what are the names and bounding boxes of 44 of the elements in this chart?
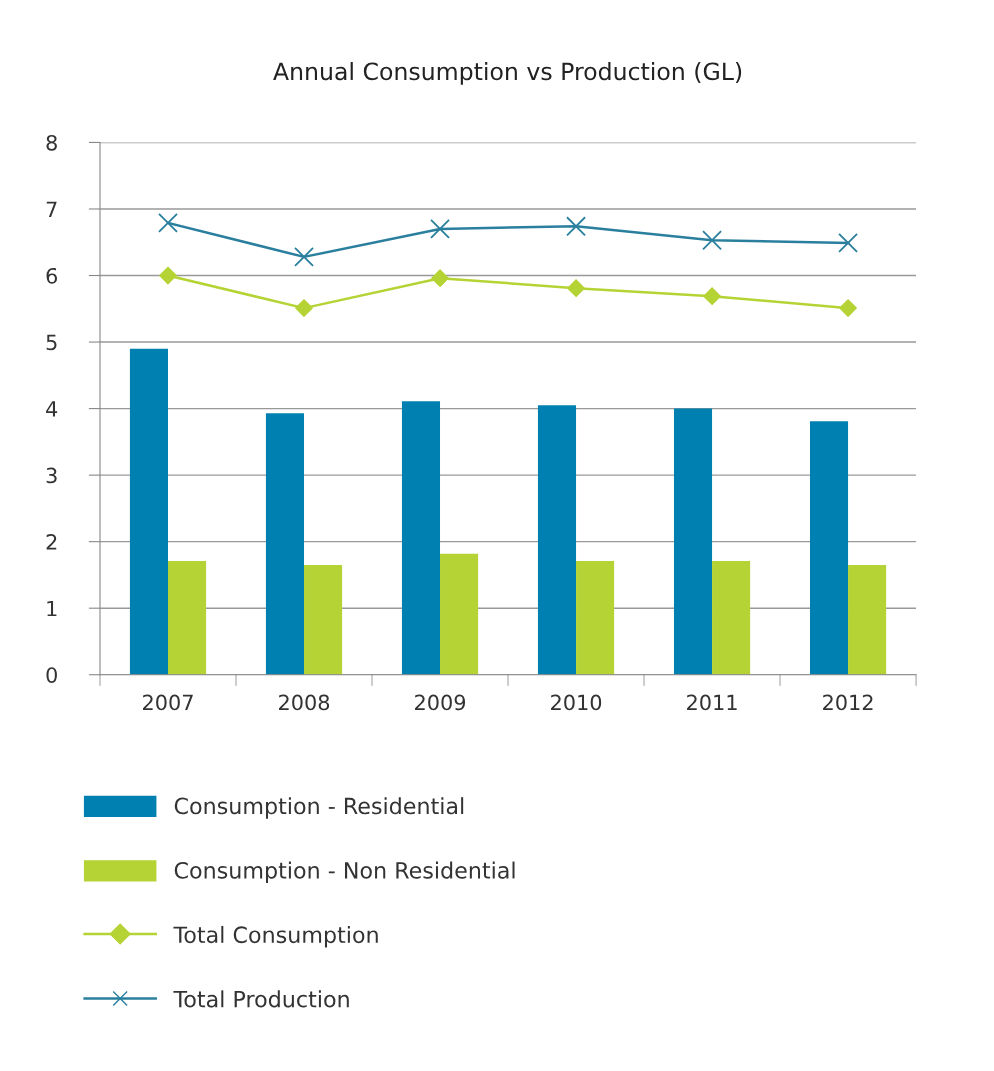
y-tick-label: 3 xyxy=(46,467,57,484)
bar xyxy=(401,401,441,675)
x-tick-label: 2012 xyxy=(823,694,873,711)
point xyxy=(294,246,314,267)
point xyxy=(567,279,585,297)
y-tick-label: 2 xyxy=(46,534,57,550)
legend-label: Consumption - Non Residential xyxy=(174,861,515,884)
point xyxy=(839,299,857,317)
x-tick-label: 2008 xyxy=(279,694,330,711)
bar xyxy=(168,560,207,675)
bar xyxy=(848,564,887,675)
point xyxy=(431,269,449,287)
x-tick-label: 2009 xyxy=(415,694,466,711)
legend-label: Consumption - Residential xyxy=(174,797,464,819)
bar xyxy=(440,553,479,675)
y-tick-label: 7 xyxy=(46,201,57,217)
y-tick-label: 5 xyxy=(46,334,57,351)
bar xyxy=(265,413,305,675)
legend-label: Total Production xyxy=(173,990,349,1008)
bar xyxy=(809,421,849,675)
point xyxy=(159,266,177,285)
point xyxy=(566,216,586,237)
y-tick-label: 8 xyxy=(46,134,57,151)
chart-title: Annual Consumption vs Production (GL) xyxy=(273,62,742,85)
x-tick-label: 2010 xyxy=(551,694,602,711)
bar xyxy=(304,564,343,675)
x-tick-label: 2011 xyxy=(687,694,737,711)
y-tick-label: 0 xyxy=(46,667,57,683)
point xyxy=(702,230,722,251)
bar xyxy=(129,348,168,675)
y-tick-label: 4 xyxy=(46,401,58,417)
point xyxy=(295,299,313,317)
point xyxy=(430,219,450,239)
bar xyxy=(712,560,751,675)
x-tick-label: 2007 xyxy=(143,694,193,711)
point xyxy=(703,287,721,305)
bar xyxy=(673,408,713,675)
point xyxy=(158,213,178,233)
bar xyxy=(537,405,577,675)
bar xyxy=(576,560,615,675)
y-tick-label: 6 xyxy=(46,267,58,284)
legend-label: Total Consumption xyxy=(173,925,378,948)
point xyxy=(838,232,858,253)
y-tick-label: 1 xyxy=(47,600,57,617)
